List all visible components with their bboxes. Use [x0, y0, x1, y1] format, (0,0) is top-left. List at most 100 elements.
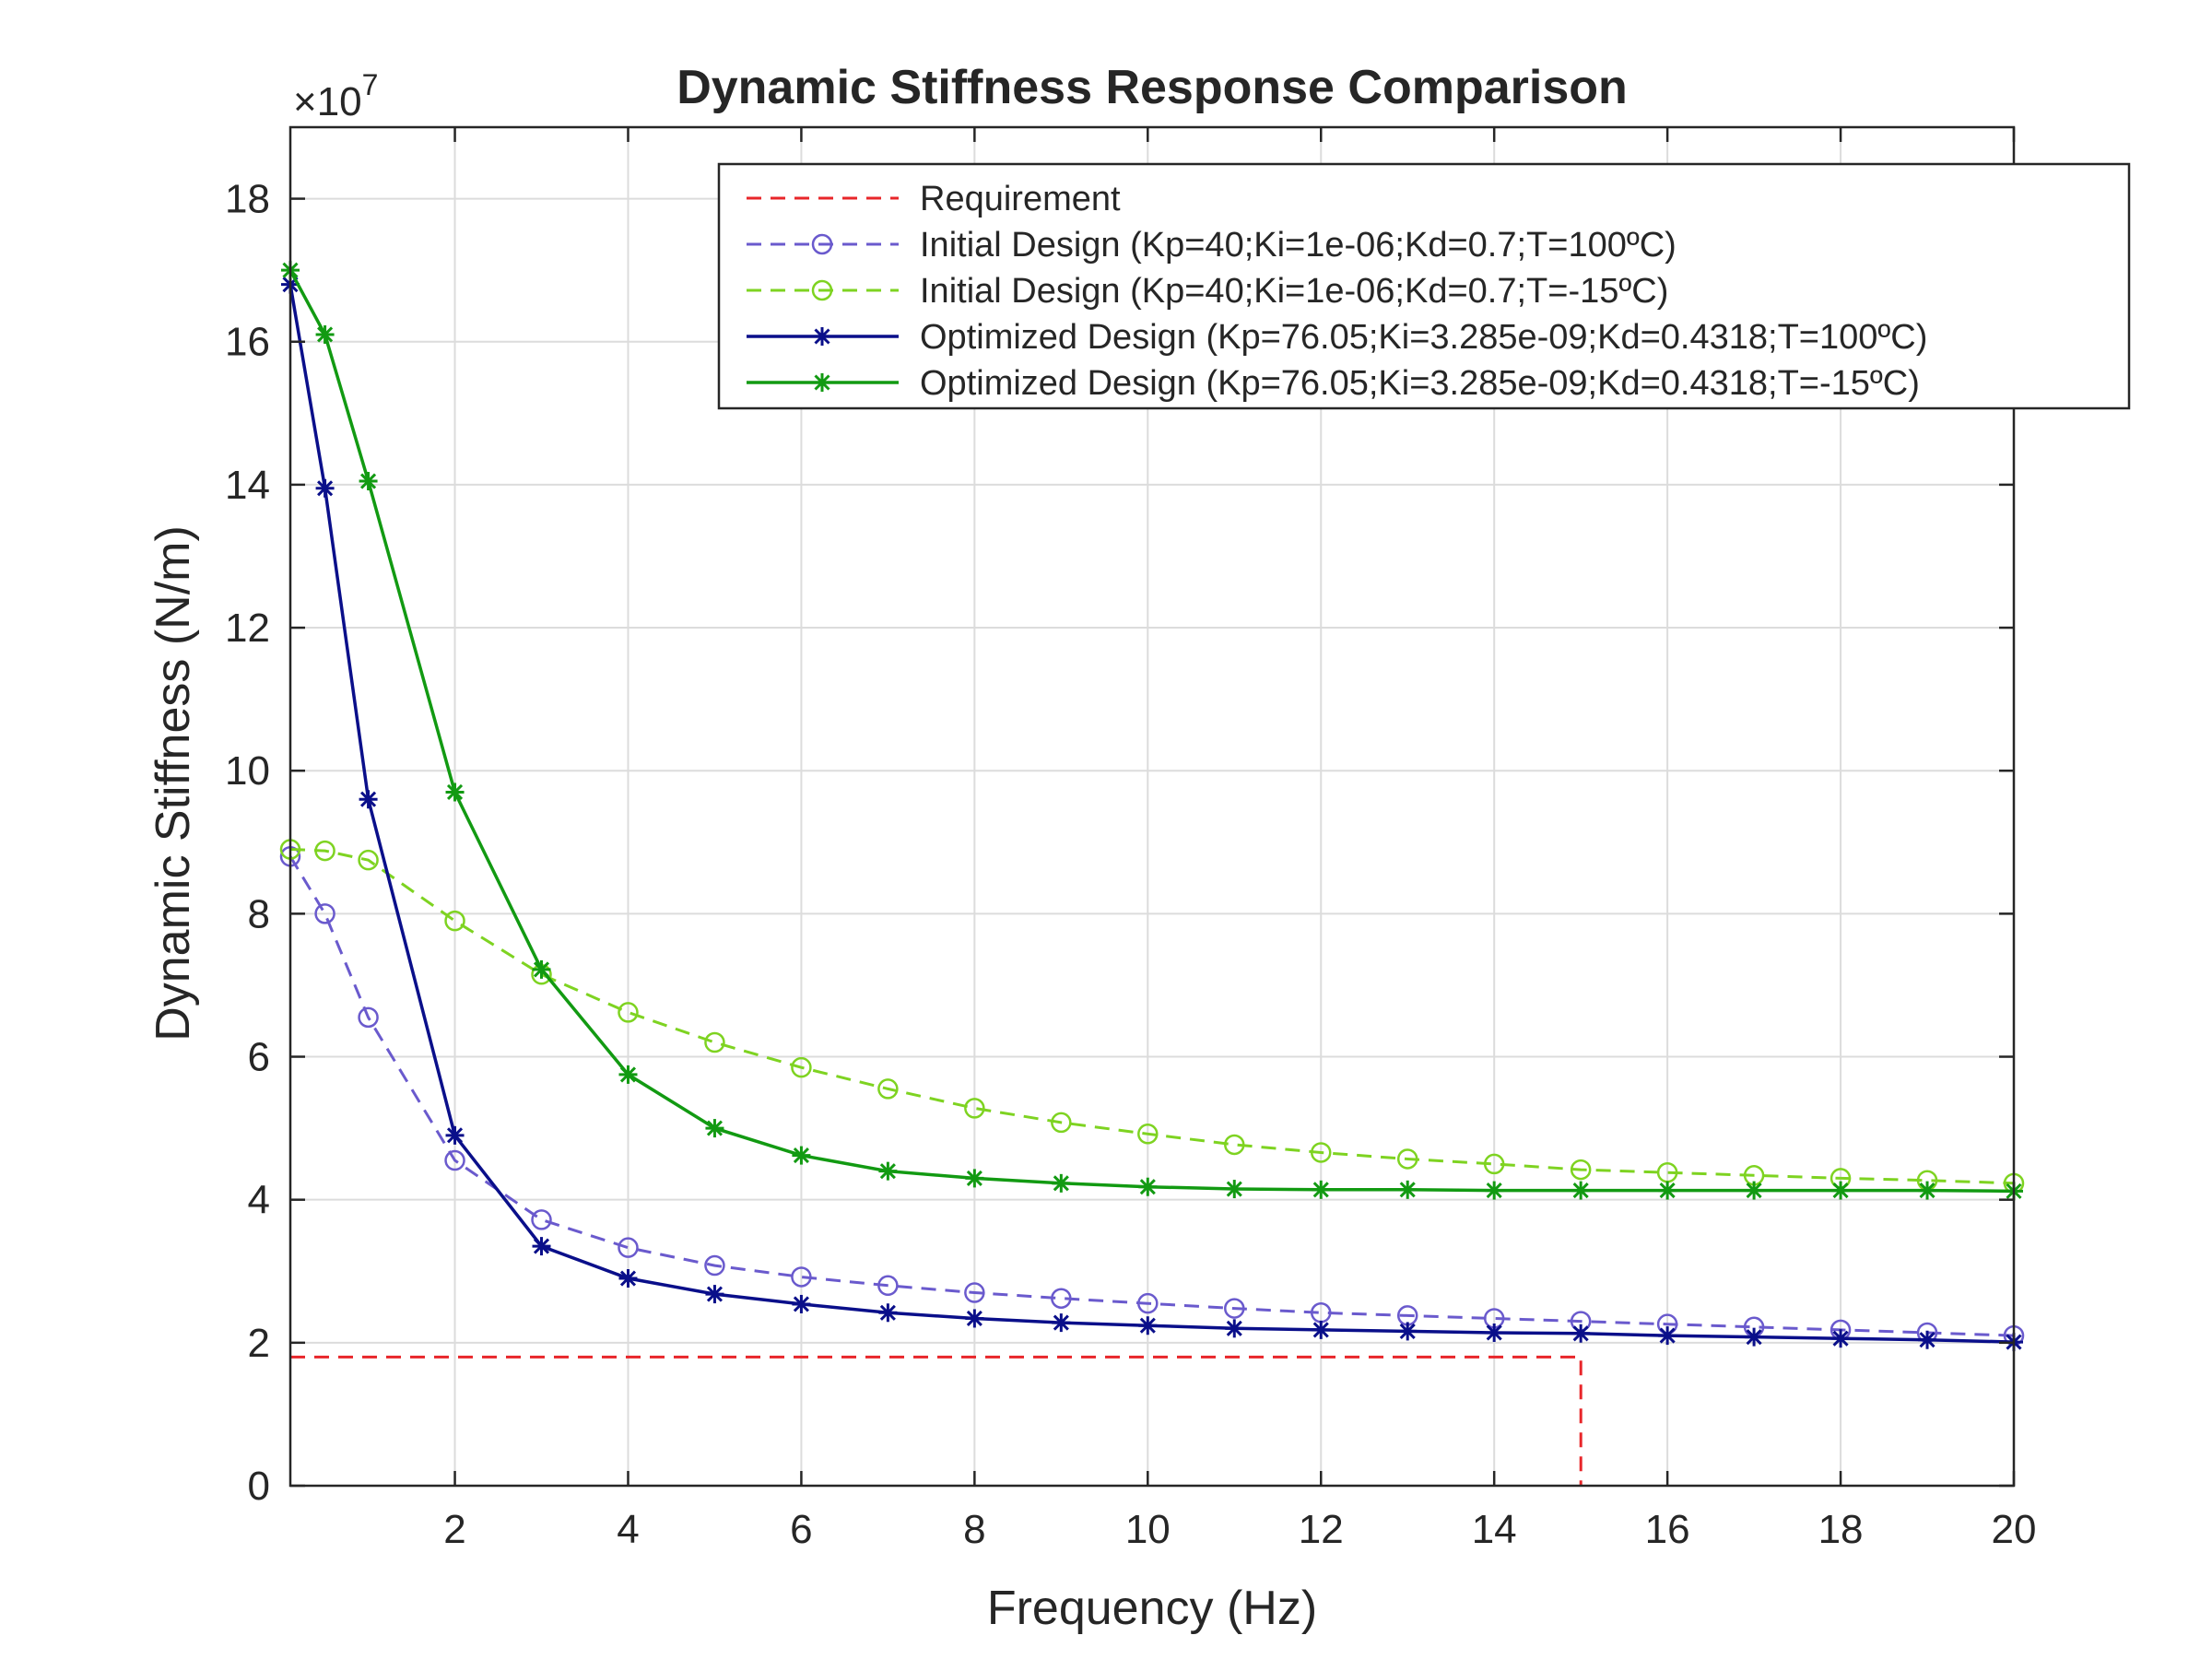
asterisk-stroke: [793, 1147, 809, 1164]
data-point-asterisk: [445, 1125, 465, 1145]
data-point-asterisk: [1225, 1319, 1244, 1338]
data-point-asterisk: [359, 790, 378, 809]
data-point-asterisk: [1312, 1180, 1331, 1199]
data-point-asterisk: [813, 373, 831, 392]
legend-label: Requirement: [920, 180, 1121, 218]
data-point-asterisk: [813, 327, 831, 346]
series-layer: [279, 261, 2025, 1486]
axes: [288, 125, 2016, 1488]
asterisk-stroke: [1832, 1330, 1849, 1347]
asterisk-stroke: [793, 1296, 809, 1312]
asterisk-stroke: [1832, 1182, 1849, 1199]
data-point-asterisk: [965, 1169, 984, 1188]
y-tick-label: 10: [225, 748, 270, 794]
data-point-circle: [791, 1266, 812, 1288]
legend-entry-4: Optimized Design (Kp=76.05;Ki=3.285e-09;…: [747, 364, 1920, 403]
asterisk-stroke: [1746, 1182, 1762, 1199]
y-tick-label: 2: [248, 1321, 270, 1366]
asterisk-stroke: [1919, 1332, 1936, 1348]
series-line: [290, 1355, 1583, 1486]
asterisk-stroke: [1486, 1324, 1502, 1341]
data-point-circle: [358, 849, 379, 871]
data-point-asterisk: [1658, 1326, 1677, 1346]
data-point-asterisk: [618, 1269, 638, 1288]
y-multiplier-label: ×107: [293, 68, 378, 124]
x-tick-label: 20: [1992, 1507, 2037, 1552]
legend-entry-0: Requirement: [747, 180, 1121, 218]
data-point-asterisk: [1831, 1181, 1851, 1200]
data-point-asterisk: [359, 472, 378, 491]
asterisk-stroke: [1226, 1320, 1242, 1336]
legend-entry-1: Initial Design (Kp=40;Ki=1e-06;Kd=0.7;T=…: [747, 226, 1677, 265]
x-tick-label: 12: [1299, 1507, 1344, 1552]
x-axis-label: Frequency (Hz): [987, 1582, 1317, 1635]
data-point-asterisk: [1052, 1313, 1071, 1333]
y-multiplier-base: ×10: [293, 79, 362, 124]
asterisk-stroke: [446, 1127, 464, 1144]
y-tick-label: 8: [248, 891, 270, 936]
data-point-circle: [531, 1209, 552, 1230]
legend-entry-2: Initial Design (Kp=40;Ki=1e-06;Kd=0.7;T=…: [747, 272, 1668, 311]
asterisk-stroke: [619, 1270, 637, 1287]
data-point-asterisk: [1658, 1181, 1677, 1200]
data-point-asterisk: [1312, 1320, 1331, 1339]
y-multiplier-exponent: 7: [362, 68, 379, 101]
asterisk-stroke: [1399, 1182, 1416, 1198]
data-point-asterisk: [1831, 1329, 1851, 1348]
data-point-asterisk: [532, 959, 551, 979]
x-tick-label: 10: [1125, 1507, 1171, 1552]
data-point-asterisk: [1745, 1181, 1764, 1200]
data-point-asterisk: [1398, 1322, 1418, 1341]
asterisk-stroke: [1312, 1322, 1329, 1338]
asterisk-stroke: [533, 1238, 550, 1254]
data-point-asterisk: [792, 1146, 811, 1165]
data-point-asterisk: [878, 1161, 898, 1181]
asterisk-stroke: [317, 480, 334, 497]
data-point-asterisk: [1918, 1181, 1937, 1200]
x-tick-label: 4: [617, 1507, 639, 1552]
data-point-asterisk: [1138, 1316, 1158, 1335]
series-line: [288, 284, 2015, 1344]
asterisk-stroke: [533, 961, 550, 978]
data-point-circle: [1224, 1134, 1245, 1156]
asterisk-stroke: [814, 328, 830, 345]
data-point-circle: [1224, 1298, 1245, 1319]
data-point-asterisk: [315, 478, 335, 498]
y-tick-label: 0: [248, 1464, 270, 1509]
data-point-asterisk: [1225, 1180, 1244, 1199]
data-point-circle: [1570, 1159, 1592, 1181]
y-axis-label: Dynamic Stiffness (N/m): [147, 525, 200, 1041]
legend-label: Initial Design (Kp=40;Ki=1e-06;Kd=0.7;T=…: [920, 272, 1668, 311]
series-line: [289, 848, 2015, 1185]
asterisk-stroke: [966, 1310, 982, 1327]
asterisk-stroke: [360, 791, 377, 807]
series-0: [290, 1355, 1583, 1486]
data-point-circle: [1137, 1124, 1159, 1145]
asterisk-stroke: [1053, 1175, 1069, 1192]
series-line: [288, 269, 2015, 1194]
asterisk-stroke: [1572, 1325, 1589, 1342]
y-tick-label: 14: [225, 463, 270, 508]
data-point-asterisk: [965, 1309, 984, 1328]
asterisk-stroke: [1139, 1179, 1156, 1195]
data-point-asterisk: [1571, 1324, 1591, 1343]
asterisk-stroke: [1399, 1323, 1416, 1339]
data-point-circle: [1396, 1148, 1418, 1170]
data-point-circle: [811, 279, 833, 301]
data-point-asterisk: [315, 324, 335, 344]
data-point-circle: [1137, 1292, 1159, 1314]
x-tick-label: 2: [443, 1507, 465, 1552]
data-point-circle: [704, 1031, 725, 1053]
asterisk-stroke: [1139, 1317, 1156, 1334]
x-tick-label: 14: [1472, 1507, 1517, 1552]
data-point-asterisk: [1398, 1180, 1418, 1199]
y-tick-label: 16: [225, 320, 270, 365]
asterisk-stroke: [1053, 1314, 1069, 1331]
legend-box: [717, 162, 2131, 410]
series-3: [281, 275, 2023, 1352]
x-tick-label: 8: [963, 1507, 985, 1552]
data-point-circle: [964, 1098, 985, 1119]
data-point-circle: [1483, 1153, 1505, 1175]
x-tick-label: 18: [1818, 1507, 1864, 1552]
data-point-asterisk: [532, 1237, 551, 1256]
